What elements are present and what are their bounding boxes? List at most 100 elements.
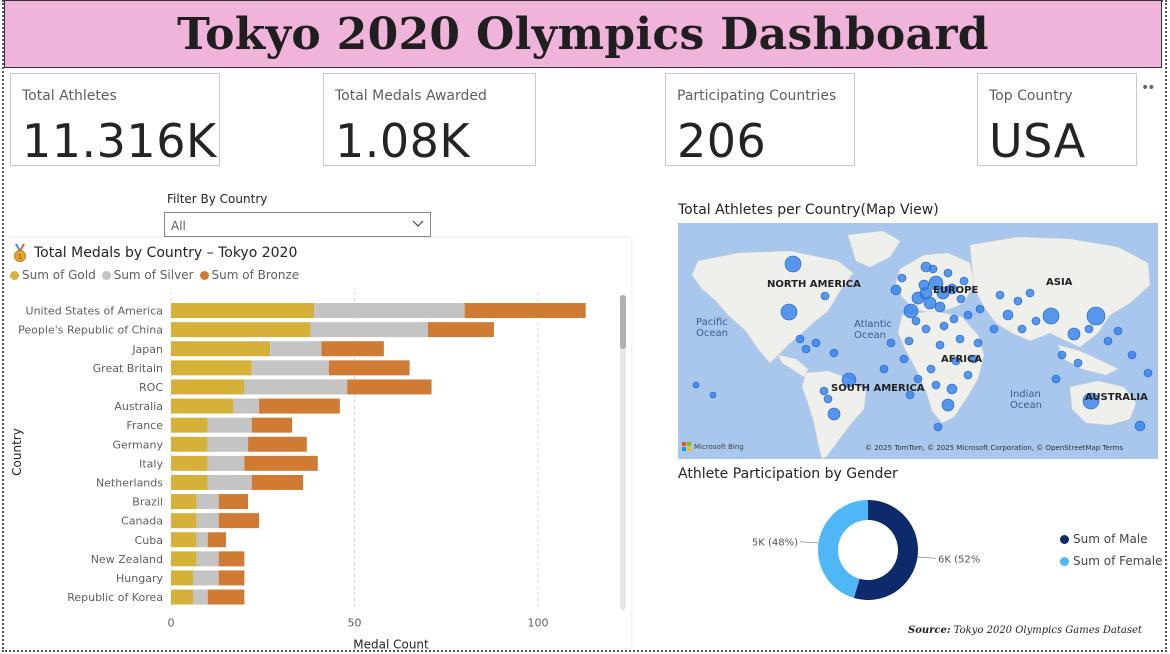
bar-segment-gold [171,360,252,376]
land-southeast-asia [1057,344,1119,376]
map-bubble [1127,350,1137,360]
map-bubble [1073,358,1083,368]
map-bubble [1084,324,1094,334]
map-bubble [949,314,959,324]
kpi-card-total-medals[interactable]: Total Medals Awarded 1.08K [323,73,536,168]
kpi-card-top-country[interactable]: Top Country USA [977,73,1137,168]
medals-chart-title: 1 Total Medals by Country – Tokyo 2020 [12,244,297,262]
land-asia [969,236,1151,348]
map-bubble [1103,336,1113,346]
kpi-value: USA [989,114,1086,168]
map-bubble [1002,309,1014,321]
bar-segment-silver [244,379,348,395]
bar-segment-bronze [347,379,432,395]
map-bubble [1143,368,1153,378]
bar-segment-silver [207,417,252,433]
country-filter-dropdown[interactable]: All [164,212,431,237]
bar-segment-silver [207,455,245,471]
map-bubble [995,290,1005,300]
bar-segment-gold [171,494,197,510]
kpi-value: 11.316K [22,114,217,168]
donut-data-label: 6K (52%) [938,554,980,565]
title-banner: Tokyo 2020 Olympics Dashboard [4,0,1162,68]
map-bubble [1013,296,1023,306]
map-bubble [955,334,965,344]
bar-segment-bronze [218,513,260,529]
legend-dot-female [1060,556,1069,566]
land-australia [1069,380,1137,426]
legend-dot-bronze [199,270,209,280]
bar-segment-gold [171,379,245,395]
kpi-label: Total Athletes [22,88,117,104]
donut-slice-male [853,500,919,600]
y-tick-label: Australia [114,400,163,413]
scrollbar-thumb[interactable] [620,295,626,349]
bar-segment-bronze [328,360,410,376]
athletes-map[interactable]: NORTH AMERICA EUROPE ASIA AFRICA SOUTH A… [678,223,1158,459]
map-bubble [918,279,930,291]
map-bubble [931,380,941,390]
map-chart-title: Total Athletes per Country(Map View) [678,202,939,218]
chevron-down-icon [412,220,424,227]
map-bubble [709,391,717,399]
legend-dot-silver [101,270,111,280]
map-bubble [1134,420,1146,432]
legend-label-female: Sum of Female [1073,554,1163,568]
map-bubble [841,372,857,388]
legend-item-gold[interactable]: Sum of Gold [10,268,96,282]
donut-leader-line [799,541,819,544]
legend-item-male[interactable]: Sum of Male [1060,532,1163,546]
map-bubble [956,294,966,304]
svg-text:1: 1 [18,253,22,261]
gender-legend: Sum of Male Sum of Female [1060,532,1163,576]
kpi-card-total-athletes[interactable]: Total Athletes 11.316K [10,73,220,168]
map-label-pacific: Pacific Ocean [696,317,728,339]
x-tick-label: 100 [528,617,549,630]
map-bubble [913,374,923,384]
kpi-card-participating-countries[interactable]: Participating Countries 206 [665,73,855,168]
gender-donut-chart: 6K (52%) 5K (48%) [752,500,980,600]
bar-segment-silver [196,551,219,567]
x-axis-title: Medal Count [353,638,429,652]
bar-segment-silver [314,303,465,319]
bing-brand: Microsoft Bing [694,442,744,451]
map-bubble [820,291,830,301]
legend-item-silver[interactable]: Sum of Silver [101,268,194,282]
bar-segment-gold [171,417,208,433]
bar-segment-bronze [207,589,245,605]
map-label-africa: AFRICA [941,354,983,365]
bar-segment-silver [193,570,219,586]
more-options-icon[interactable]: •• [1141,80,1155,96]
bar-segment-silver [251,360,329,376]
map-bubble [928,275,944,291]
source-text: Tokyo 2020 Olympics Games Dataset [953,625,1142,636]
y-tick-label: Germany [112,438,163,451]
map-label-south-america: SOUTH AMERICA [831,383,925,394]
bar-segment-bronze [321,341,384,357]
map-bubble [934,301,946,313]
map-bubble [899,354,909,364]
map-label-australia: AUSTRALIA [1085,392,1148,403]
kpi-label: Total Medals Awarded [335,88,487,104]
map-label-atlantic: Atlantic Ocean [854,319,893,341]
source-note: Source: Tokyo 2020 Olympics Games Datase… [908,625,1142,636]
map-bubble [692,381,700,389]
map-bubble [969,354,979,364]
map-bubble [780,303,798,321]
land-central-america [777,354,809,378]
bar-segment-silver [270,341,322,357]
land-north-america [691,250,854,364]
map-label-asia: ASIA [1046,277,1073,288]
map-bubble [1113,326,1123,336]
map-attribution[interactable]: © 2025 TomTom, © 2025 Microsoft Corporat… [865,444,1124,452]
legend-item-female[interactable]: Sum of Female [1060,554,1163,568]
map-bubble [904,336,914,346]
bar-segment-gold [171,570,194,586]
map-bubble [946,283,958,295]
map-bubble [879,364,889,374]
kpi-label: Participating Countries [677,88,837,104]
bar-segment-silver [233,398,260,414]
legend-item-bronze[interactable]: Sum of Bronze [199,268,299,282]
legend-label-male: Sum of Male [1073,532,1148,546]
map-bubble [989,324,999,334]
